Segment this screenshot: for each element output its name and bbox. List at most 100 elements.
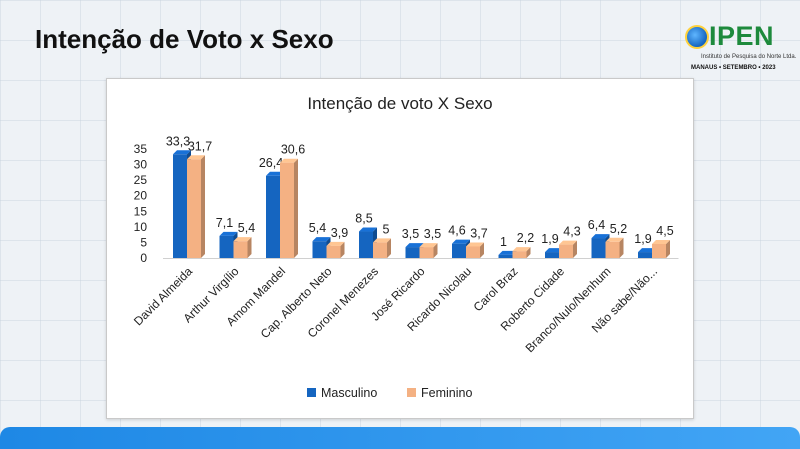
bar-side (294, 158, 298, 258)
data-label: 5,4 (238, 221, 255, 235)
bar-feminino (373, 242, 387, 258)
bar-feminino (280, 162, 294, 258)
category-label: Carol Braz (471, 264, 521, 314)
bar-top (605, 237, 624, 242)
bar-feminino (466, 246, 480, 258)
bar-masculino (452, 243, 466, 258)
bar-top (652, 239, 670, 244)
bar-masculino (591, 238, 606, 258)
bar-side (666, 239, 670, 258)
bar-top (280, 158, 298, 163)
bar-chart: Intenção de voto X Sexo0510152025303533,… (131, 94, 679, 400)
bar-masculino (498, 254, 513, 258)
data-label: 3,5 (424, 227, 441, 241)
y-tick-label: 15 (134, 204, 148, 218)
bar-top (359, 227, 377, 232)
bar-masculino (359, 231, 373, 258)
y-tick-label: 5 (140, 235, 147, 249)
bar-top (219, 231, 238, 236)
bar-side (387, 238, 391, 258)
bar-feminino (652, 243, 666, 258)
logo-tagline: MANAUS • SETEMBRO • 2023 (691, 65, 776, 71)
bar-top (545, 248, 563, 253)
bar-top (452, 239, 470, 244)
bar-top (373, 238, 391, 243)
legend-swatch-masculino (307, 388, 316, 397)
data-label: 26,4 (259, 156, 283, 170)
data-label: 1,9 (634, 232, 651, 246)
logo-brand: IPEN (709, 21, 775, 51)
data-label: 4,5 (656, 224, 673, 238)
y-tick-label: 35 (134, 142, 148, 156)
data-label: 6,4 (588, 218, 605, 232)
y-tick-label: 25 (134, 173, 148, 187)
bar-side (340, 241, 345, 258)
data-label: 1 (500, 235, 507, 249)
bar-masculino (638, 252, 652, 258)
data-label: 33,3 (166, 134, 190, 148)
bar-masculino (545, 252, 559, 258)
data-label: 8,5 (355, 212, 372, 226)
data-label: 2,2 (517, 231, 534, 245)
legend-label: Masculino (321, 386, 377, 400)
data-label: 5,2 (610, 222, 627, 236)
bar-masculino (173, 154, 187, 258)
data-label: 4,6 (448, 224, 465, 238)
bar-top (326, 241, 345, 246)
data-label: 31,7 (188, 139, 212, 153)
bar-feminino (326, 245, 341, 258)
data-label: 4,3 (563, 225, 580, 239)
bar-top (173, 150, 191, 155)
bar-side (526, 247, 531, 258)
bar-top (498, 250, 517, 255)
data-label: 30,6 (281, 143, 305, 157)
data-label: 3,9 (331, 226, 348, 240)
bar-side (433, 243, 438, 258)
data-label: 1,9 (541, 232, 558, 246)
bar-top (591, 234, 610, 239)
bar-side (247, 237, 252, 258)
data-label: 5 (383, 222, 390, 236)
bar-feminino (559, 244, 573, 258)
logo-subtitle: Instituto de Pesquisa do Norte Ltda. (701, 54, 797, 60)
bar-masculino (405, 247, 420, 258)
data-label: 7,1 (216, 216, 233, 230)
y-tick-label: 10 (134, 220, 148, 234)
bar-feminino (419, 247, 434, 258)
data-label: 3,5 (402, 227, 419, 241)
data-label: 3,7 (470, 226, 487, 240)
data-label: 5,4 (309, 221, 326, 235)
bar-masculino (219, 235, 234, 258)
bar-top (266, 171, 284, 176)
bar-feminino (233, 241, 248, 258)
ipen-logo: IPEN Instituto de Pesquisa do Norte Ltda… (683, 18, 797, 78)
bar-feminino (512, 251, 527, 258)
bar-side (573, 240, 577, 258)
bar-top (559, 240, 577, 245)
legend-swatch-feminino (407, 388, 416, 397)
y-tick-label: 0 (140, 251, 147, 265)
bar-top (512, 247, 531, 252)
bar-top (187, 155, 205, 160)
chart-title: Intenção de voto X Sexo (307, 94, 492, 113)
slide-title: Intenção de Voto x Sexo (35, 24, 334, 54)
legend-label: Feminino (421, 386, 472, 400)
y-tick-label: 20 (134, 189, 148, 203)
bar-top (466, 242, 484, 247)
chart-card: Intenção de voto X Sexo 0 5 10 15 20 25 30 35 33,… (106, 78, 694, 419)
bar-feminino (605, 241, 620, 258)
globe-icon (685, 25, 709, 49)
bar-top (405, 243, 424, 248)
bar-masculino (312, 241, 327, 258)
bar-top (233, 237, 252, 242)
y-tick-label: 30 (134, 158, 148, 172)
footer-band (0, 427, 800, 449)
bar-feminino (187, 159, 201, 258)
bar-top (419, 243, 438, 248)
bar-side (201, 155, 205, 258)
category-label: Branco/Nulo/Nenhum (523, 264, 614, 355)
bar-masculino (266, 175, 280, 258)
bar-side (480, 242, 484, 258)
bar-top (638, 248, 656, 253)
bar-top (312, 237, 331, 242)
